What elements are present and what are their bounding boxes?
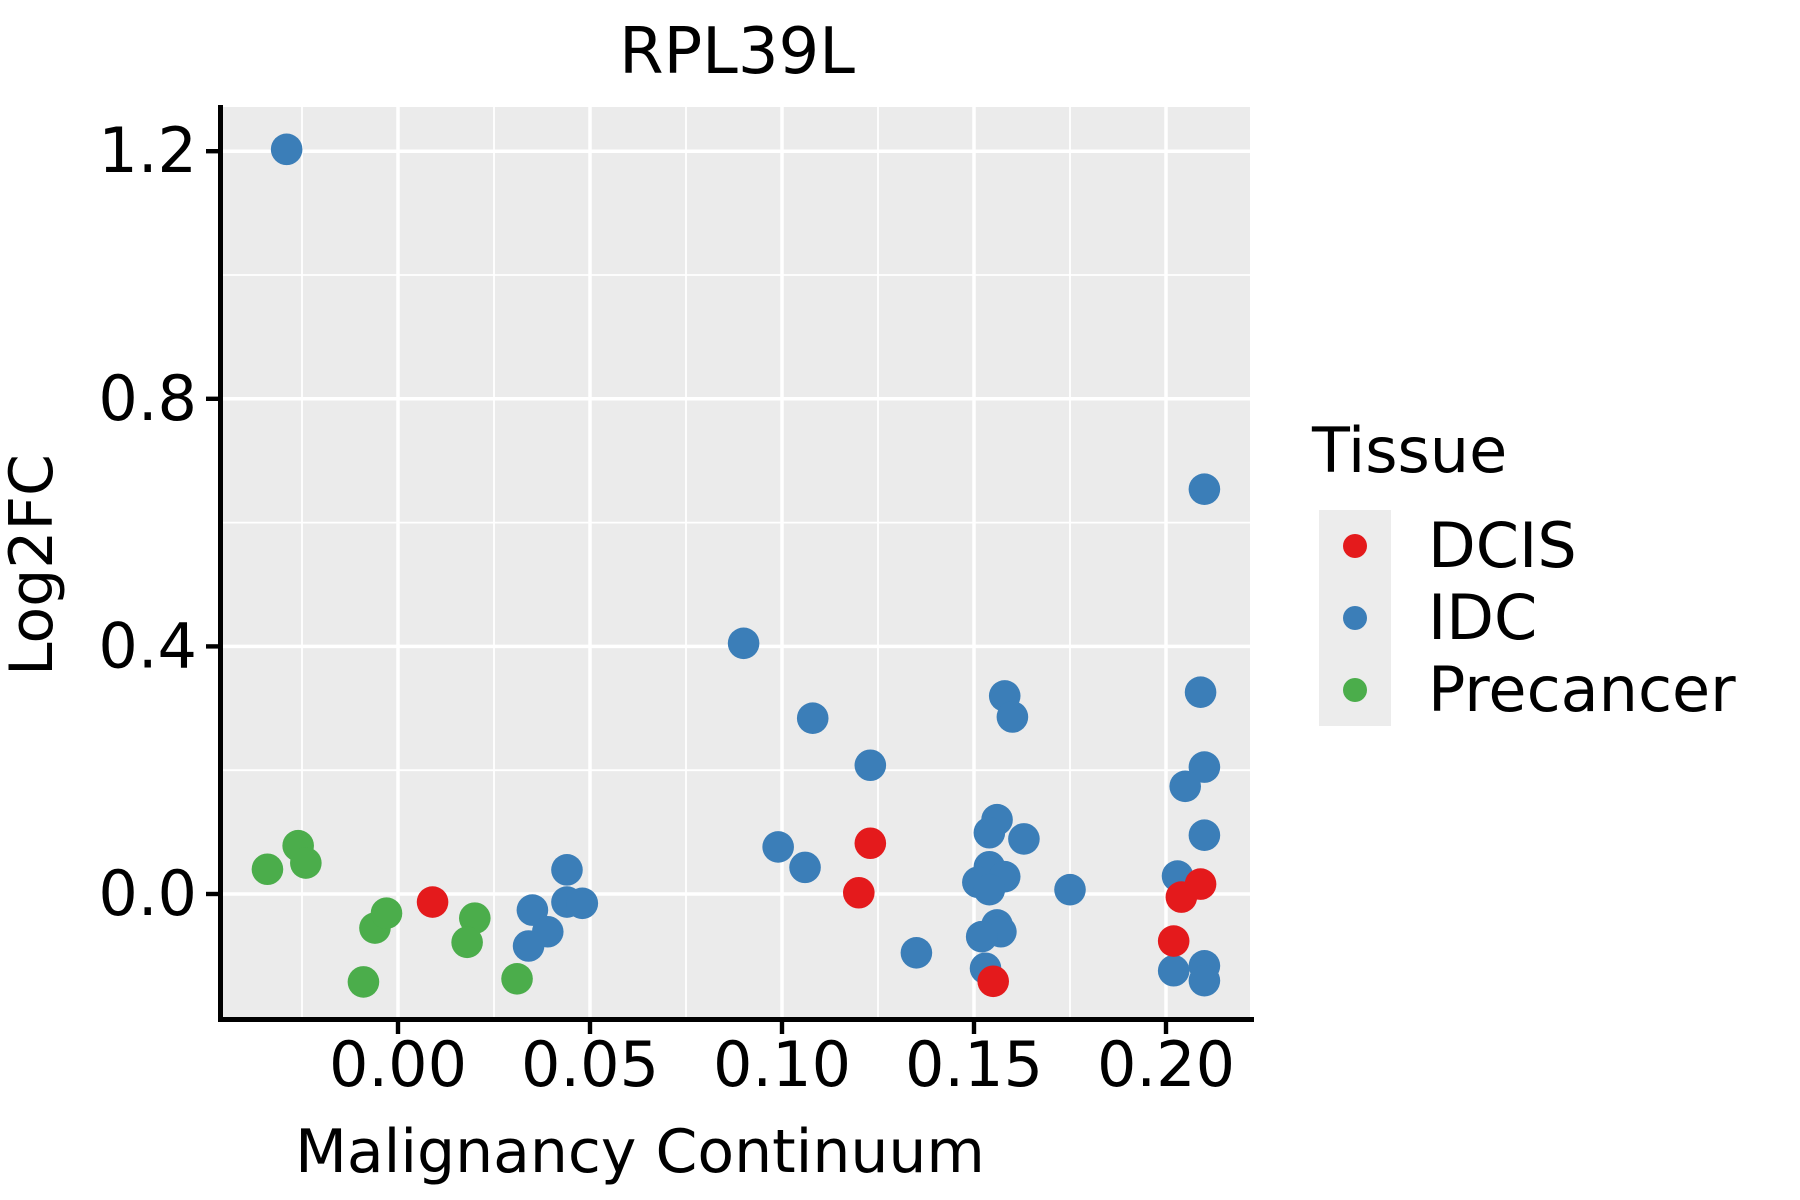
y-tick-mark	[206, 644, 222, 649]
x-tick-labels: 0.00 0.05 0.10 0.15 0.20	[329, 1028, 1235, 1101]
x-tick-label: 0.15	[905, 1028, 1043, 1101]
data-point-dcis	[977, 965, 1009, 998]
data-point-idc	[965, 920, 998, 953]
data-point-precancer	[459, 902, 491, 934]
data-point-idc	[512, 930, 545, 962]
data-point-idc	[551, 854, 583, 886]
data-point-precancer	[370, 897, 403, 929]
y-tick-mark	[206, 149, 222, 154]
data-point-idc	[1188, 751, 1221, 783]
data-point-idc	[1188, 473, 1221, 505]
data-point-dcis	[854, 827, 887, 860]
data-point-idc	[854, 749, 887, 782]
y-tick-labels: 0.0 0.4 0.8 1.2	[98, 114, 197, 930]
x-tick-mark	[1163, 1020, 1169, 1034]
data-point-idc	[996, 701, 1029, 733]
axis-ticks	[206, 149, 1169, 1034]
data-point-idc	[1169, 770, 1201, 803]
data-point-precancer	[347, 966, 380, 998]
x-tick-mark	[587, 1020, 593, 1034]
data-point-idc	[270, 133, 303, 166]
data-point-idc	[973, 816, 1006, 849]
data-point-idc	[900, 937, 933, 969]
x-tick-mark	[971, 1020, 977, 1034]
legend-label-idc: IDC	[1428, 581, 1537, 654]
x-axis-line	[218, 1017, 1254, 1022]
y-tick-label: 0.4	[98, 609, 197, 682]
data-point-idc	[1188, 964, 1221, 997]
y-tick-mark	[206, 396, 222, 401]
data-point-idc	[789, 851, 821, 884]
y-tick-label: 0.0	[98, 857, 197, 930]
data-point-dcis	[843, 876, 875, 909]
y-axis-title: Log2FC	[0, 454, 67, 676]
data-point-dcis	[1165, 881, 1198, 913]
x-tick-label: 0.05	[521, 1028, 659, 1101]
data-points	[251, 133, 1221, 998]
legend-title: Tissue	[1311, 414, 1507, 487]
x-tick-label: 0.10	[713, 1028, 851, 1101]
legend-label-precancer: Precancer	[1428, 653, 1736, 726]
legend-dot-idc	[1343, 606, 1367, 630]
y-tick-label: 0.8	[98, 362, 197, 435]
data-point-precancer	[501, 963, 533, 995]
y-axis-line	[218, 105, 223, 1022]
data-point-idc	[1054, 873, 1086, 906]
data-point-idc	[1157, 954, 1190, 987]
data-point-dcis	[416, 886, 449, 918]
panel-background	[222, 107, 1250, 1020]
x-axis-title: Malignancy Continuum	[295, 1117, 985, 1187]
y-tick-label: 1.2	[98, 114, 197, 187]
data-point-idc	[796, 702, 829, 735]
data-point-idc	[1008, 823, 1040, 855]
data-point-idc	[566, 887, 599, 920]
data-point-dcis	[1157, 925, 1190, 957]
x-tick-mark	[779, 1020, 785, 1034]
plot-title: RPL39L	[619, 15, 855, 89]
data-point-idc	[1184, 676, 1217, 709]
data-point-idc	[727, 627, 760, 660]
legend-label-dcis: DCIS	[1428, 509, 1577, 582]
legend-dot-precancer	[1343, 678, 1367, 702]
y-tick-mark	[206, 891, 222, 897]
x-tick-mark	[395, 1020, 401, 1034]
x-tick-label: 0.20	[1097, 1028, 1235, 1101]
legend-dot-dcis	[1343, 534, 1367, 558]
data-point-idc	[973, 873, 1006, 906]
data-point-precancer	[290, 847, 322, 879]
data-point-precancer	[251, 853, 284, 886]
data-point-idc	[1188, 819, 1221, 851]
data-point-idc	[762, 831, 794, 863]
data-point-precancer	[451, 926, 483, 959]
x-tick-label: 0.00	[329, 1028, 467, 1101]
